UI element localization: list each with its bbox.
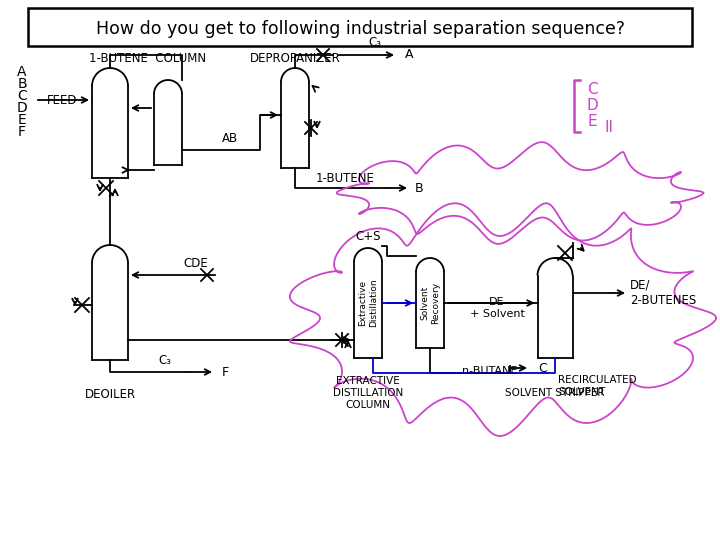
Text: F: F (222, 366, 229, 379)
Text: B: B (17, 77, 27, 91)
Text: C: C (538, 361, 546, 375)
Text: Extractive
Distillation: Extractive Distillation (359, 279, 378, 327)
Text: D: D (17, 101, 27, 115)
Text: B: B (415, 181, 423, 194)
Text: 1-BUTENE  COLUMN: 1-BUTENE COLUMN (89, 51, 207, 64)
Text: C₃: C₃ (369, 36, 382, 49)
Text: C: C (587, 83, 598, 98)
Text: DE/
2-BUTENES: DE/ 2-BUTENES (630, 279, 696, 307)
Text: EXTRACTIVE
DISTILLATION
COLUMN: EXTRACTIVE DISTILLATION COLUMN (333, 376, 403, 410)
Text: SOLVENT STRIPPER: SOLVENT STRIPPER (505, 388, 605, 398)
Bar (28, 8, 692, 46)
Text: A: A (17, 65, 27, 79)
Text: 1-BUTENE: 1-BUTENE (315, 172, 374, 185)
Text: E: E (17, 113, 27, 127)
Text: C₃: C₃ (158, 354, 171, 367)
Text: D: D (586, 98, 598, 113)
Text: F: F (18, 125, 26, 139)
Text: C: C (17, 89, 27, 103)
Text: DEPROPANIZER: DEPROPANIZER (250, 51, 341, 64)
Text: DE
+ Solvent: DE + Solvent (469, 297, 524, 319)
Text: n-BUTANE: n-BUTANE (462, 366, 518, 376)
Text: AB: AB (222, 132, 238, 145)
Text: C+S: C+S (355, 230, 381, 242)
Text: RECIRCULATED
SOLVENT: RECIRCULATED SOLVENT (558, 375, 636, 396)
Text: DEOILER: DEOILER (84, 388, 135, 402)
Text: II: II (604, 120, 613, 136)
Text: CDE: CDE (184, 257, 208, 270)
Text: Solvent
Recovery: Solvent Recovery (420, 282, 440, 324)
Text: A: A (405, 49, 413, 62)
Text: How do you get to following industrial separation sequence?: How do you get to following industrial s… (96, 20, 624, 38)
Text: FEED: FEED (47, 93, 77, 106)
Text: E: E (588, 114, 597, 130)
